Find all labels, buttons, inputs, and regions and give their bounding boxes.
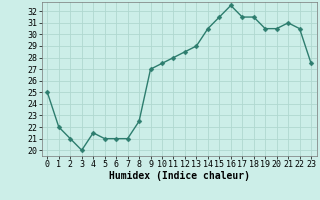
X-axis label: Humidex (Indice chaleur): Humidex (Indice chaleur) <box>109 171 250 181</box>
